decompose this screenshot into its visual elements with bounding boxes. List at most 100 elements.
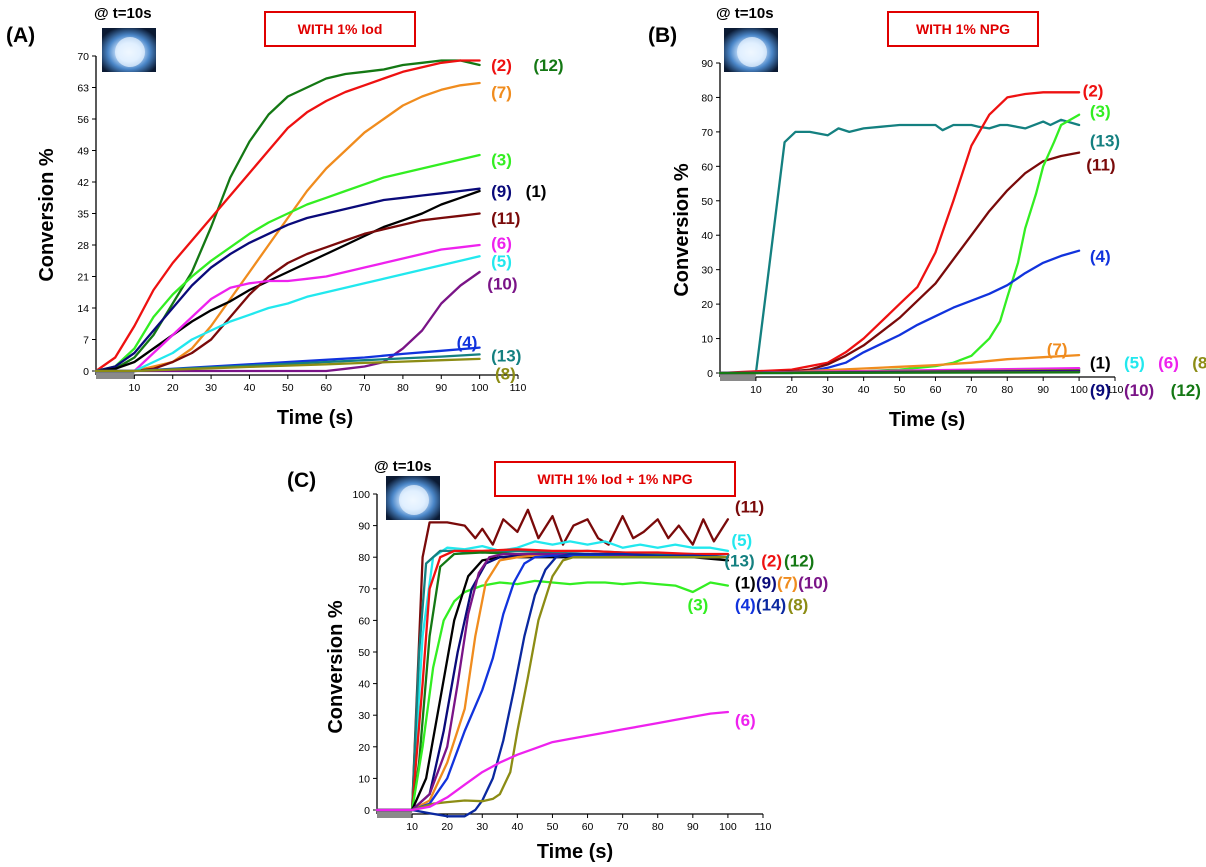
series-label-a-9: (9) — [491, 182, 512, 201]
series-label-b-12: (12) — [1171, 381, 1201, 400]
series-line-c-14 — [375, 552, 730, 818]
x-tick-label-b: 10 — [750, 384, 762, 396]
x-tick-label-a: 90 — [435, 382, 447, 394]
x-tick-label-c: 70 — [617, 821, 629, 833]
chart-title-c: WITH 1% Iod + 1% NPG — [537, 471, 692, 487]
series-label-c-10: (10) — [798, 573, 828, 592]
y-axis-title-c: Conversion % — [325, 600, 347, 734]
series-label-c-14: (14) — [756, 596, 786, 615]
x-tick-label-a: 60 — [320, 382, 332, 394]
series-label-c-4: (4) — [735, 596, 756, 615]
x-tick-label-c: 20 — [441, 821, 453, 833]
series-label-a-7: (7) — [491, 83, 512, 102]
series-line-a-5 — [94, 255, 481, 373]
series-line-a-1 — [94, 189, 481, 373]
y-tick-label-b: 80 — [701, 92, 713, 104]
series-label-c-7: (7) — [777, 573, 798, 592]
plot-area-b: 0 10 20 30 40 50 60 70 80 90 10 20 30 40 50 60 70 80 90 100… — [701, 58, 1206, 400]
x-tick-label-c: 10 — [406, 821, 418, 833]
y-tick-label-a: 14 — [77, 303, 89, 315]
series-label-c-12: (12) — [784, 551, 814, 570]
irradiation-note-b: @ t=10s — [716, 5, 774, 22]
series-label-b-11: (11) — [1086, 156, 1115, 175]
series-label-b-1: (1) — [1090, 354, 1111, 373]
y-tick-label-a: 0 — [83, 366, 89, 378]
x-axis-title-b: Time (s) — [889, 409, 965, 431]
series-line-c-2 — [375, 548, 730, 812]
y-axis-title-a: Conversion % — [36, 148, 58, 282]
series-line-a-9 — [94, 187, 481, 373]
x-tick-label-a: 110 — [510, 382, 527, 394]
x-tick-label-b: 20 — [786, 384, 798, 396]
x-tick-label-b: 110 — [1107, 384, 1124, 396]
panel-label-b: (B) — [648, 24, 677, 47]
series-line-c-3 — [375, 579, 730, 812]
series-label-c-8: (8) — [788, 596, 809, 615]
y-tick-label-b: 30 — [701, 265, 713, 277]
x-tick-label-a: 70 — [359, 382, 371, 394]
y-tick-label-c: 50 — [358, 647, 370, 659]
series-line-b-11 — [718, 151, 1081, 375]
series-label-c-6: (6) — [735, 711, 756, 730]
plot-area-a: 0 7 14 21 28 35 42 49 56 63 70 10 20 30 40 50 60 70 80 90 10… — [77, 51, 563, 394]
x-tick-label-c: 90 — [687, 821, 699, 833]
series-label-b-3: (3) — [1090, 102, 1111, 121]
series-label-b-9: (9) — [1090, 381, 1111, 400]
y-tick-label-b: 0 — [707, 368, 713, 380]
y-tick-label-c: 60 — [358, 615, 370, 627]
series-label-b-2: (2) — [1083, 82, 1104, 101]
led-lamp-icon — [102, 28, 156, 72]
x-tick-label-c: 80 — [652, 821, 664, 833]
y-tick-label-c: 70 — [358, 584, 370, 596]
y-tick-label-b: 20 — [701, 299, 713, 311]
y-tick-label-a: 56 — [77, 114, 89, 126]
y-tick-label-c: 80 — [358, 552, 370, 564]
series-label-a-4: (4) — [457, 333, 478, 352]
series-line-a-3 — [94, 153, 481, 373]
x-tick-label-b: 50 — [894, 384, 906, 396]
x-tick-label-a: 30 — [205, 382, 217, 394]
x-tick-label-c: 60 — [582, 821, 594, 833]
x-axis-title-a: Time (s) — [277, 407, 353, 429]
x-tick-label-c: 30 — [476, 821, 488, 833]
x-tick-label-b: 30 — [822, 384, 834, 396]
y-axis-title-b: Conversion % — [671, 163, 693, 297]
x-tick-label-b: 90 — [1037, 384, 1049, 396]
x-tick-label-a: 40 — [244, 382, 256, 394]
series-label-a-13: (13) — [491, 346, 521, 365]
title-box-a — [264, 11, 416, 47]
series-label-b-8: (8) — [1192, 354, 1206, 373]
series-label-c-2: (2) — [761, 551, 782, 570]
series-label-b-13: (13) — [1090, 132, 1120, 151]
panel-label-a: (A) — [6, 24, 35, 47]
y-tick-label-c: 100 — [352, 489, 370, 501]
chart-title-a: WITH 1% Iod — [298, 21, 383, 37]
series-label-b-4: (4) — [1090, 247, 1111, 266]
series-label-b-5: (5) — [1124, 354, 1145, 373]
series-label-a-2: (2) — [491, 56, 512, 75]
y-tick-label-a: 21 — [77, 272, 89, 284]
y-tick-label-a: 49 — [77, 146, 89, 158]
series-line-a-12 — [94, 59, 481, 373]
light-on-bar-c — [377, 811, 413, 818]
y-tick-label-b: 50 — [701, 196, 713, 208]
series-line-b-12 — [718, 371, 1081, 375]
plot-area-c: 0 10 20 30 40 50 60 70 80 90 100 10 20 30 40 50 60 70 80 90… — [352, 489, 828, 833]
series-label-a-6: (6) — [491, 234, 512, 253]
series-label-c-9: (9) — [756, 573, 777, 592]
series-line-c-11 — [375, 508, 730, 812]
series-label-a-1: (1) — [526, 182, 547, 201]
x-tick-label-c: 100 — [719, 821, 737, 833]
x-tick-label-b: 60 — [930, 384, 942, 396]
x-tick-label-a: 10 — [129, 382, 141, 394]
x-tick-label-b: 40 — [858, 384, 870, 396]
series-label-a-5: (5) — [491, 252, 512, 271]
y-tick-label-c: 0 — [364, 805, 370, 817]
y-tick-label-c: 40 — [358, 679, 370, 691]
series-label-c-13: (13) — [724, 551, 754, 570]
title-box-b — [887, 11, 1039, 47]
panel-b: (B) @ t=10s WITH 1% NPG Conversion % Tim… — [648, 5, 1206, 431]
y-tick-label-c: 30 — [358, 710, 370, 722]
title-box-c — [494, 461, 736, 497]
x-tick-label-c: 110 — [755, 821, 772, 833]
